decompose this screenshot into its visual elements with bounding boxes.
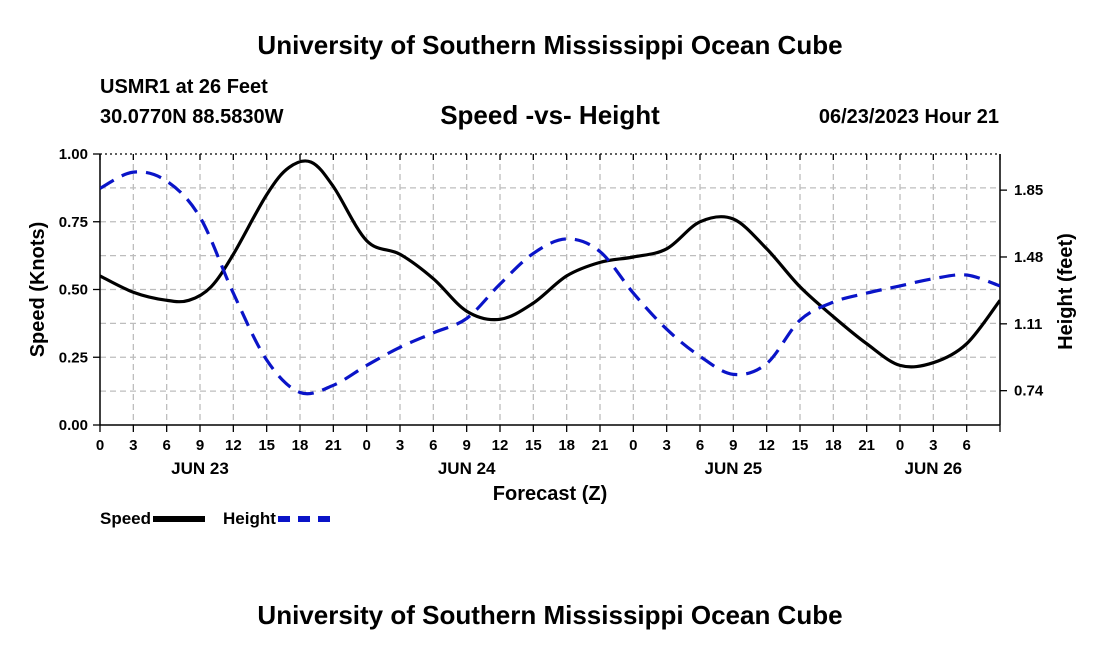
- x-tick-label: 18: [558, 437, 575, 454]
- x-tick-label: 6: [429, 437, 437, 454]
- x-tick-label: 12: [758, 437, 775, 454]
- x-tick-label: 21: [592, 437, 609, 454]
- y-tick-label: 1.00: [59, 146, 88, 163]
- x-tick-label: 18: [825, 437, 842, 454]
- legend-swatch-speed: [153, 516, 206, 522]
- x-tick-label: 15: [525, 437, 542, 454]
- day-label: JUN 24: [438, 459, 496, 478]
- x-tick-label: 6: [962, 437, 970, 454]
- x-tick-label: 0: [629, 437, 637, 454]
- y2-axis-title: Height (feet): [1055, 233, 1077, 350]
- legend-label-height: Height: [223, 509, 276, 528]
- x-tick-label: 9: [462, 437, 470, 454]
- y-tick-label: 0.25: [59, 349, 88, 366]
- series-line-height: [100, 170, 1000, 396]
- x-tick-label: 9: [729, 437, 737, 454]
- day-label: JUN 25: [705, 459, 763, 478]
- y2-tick-label: 1.48: [1014, 249, 1043, 266]
- y2-tick-label: 1.85: [1014, 182, 1043, 199]
- axis-labels: 0 3 6 9 12 15 18 21 0 3 6 9 12 15 18 21 0 3 6 9 12 15 18 21 0 3 6J…: [27, 146, 1077, 505]
- axes: [93, 153, 1007, 432]
- forecast-date: 06/23/2023 Hour 21: [818, 106, 999, 128]
- chart-title: Speed -vs- Height: [440, 100, 660, 130]
- y-tick-label: 0.50: [59, 282, 88, 299]
- x-tick-label: 9: [196, 437, 204, 454]
- y-tick-label: 0.00: [59, 417, 88, 434]
- x-tick-label: 3: [396, 437, 404, 454]
- station-coordinates: 30.0770N 88.5830W: [100, 106, 284, 128]
- x-axis-title: Forecast (Z): [493, 483, 607, 505]
- x-tick-label: 0: [896, 437, 904, 454]
- y-axis-title: Speed (Knots): [27, 222, 49, 358]
- x-tick-label: 21: [325, 437, 342, 454]
- x-tick-label: 6: [162, 437, 170, 454]
- legend-swatch-height: [277, 516, 330, 522]
- y2-tick-label: 0.74: [1014, 383, 1044, 400]
- y2-tick-label: 1.11: [1014, 316, 1042, 333]
- legend-label-speed: Speed: [100, 509, 152, 528]
- x-tick-label: 12: [492, 437, 509, 454]
- x-tick-label: 12: [225, 437, 242, 454]
- x-tick-label: 0: [96, 437, 104, 454]
- x-tick-label: 6: [696, 437, 704, 454]
- series-line-speed: [100, 159, 1000, 369]
- x-tick-label: 15: [258, 437, 275, 454]
- grid: [100, 154, 1000, 425]
- x-tick-label: 3: [929, 437, 937, 454]
- x-tick-label: 21: [858, 437, 875, 454]
- y-tick-label: 0.75: [59, 214, 88, 231]
- series-lines: [100, 159, 1000, 396]
- day-label: JUN 26: [905, 459, 963, 478]
- x-tick-label: 15: [792, 437, 809, 454]
- main-title: University of Southern Mississippi Ocean…: [257, 30, 843, 60]
- x-tick-label: 3: [129, 437, 137, 454]
- legend: Speed Height: [100, 509, 330, 529]
- day-label: JUN 23: [171, 459, 229, 478]
- station-label: USMR1 at 26 Feet: [100, 76, 268, 98]
- x-tick-label: 3: [662, 437, 670, 454]
- footer-title: University of Southern Mississippi Ocean…: [257, 600, 843, 630]
- x-tick-label: 0: [362, 437, 370, 454]
- x-tick-label: 18: [292, 437, 309, 454]
